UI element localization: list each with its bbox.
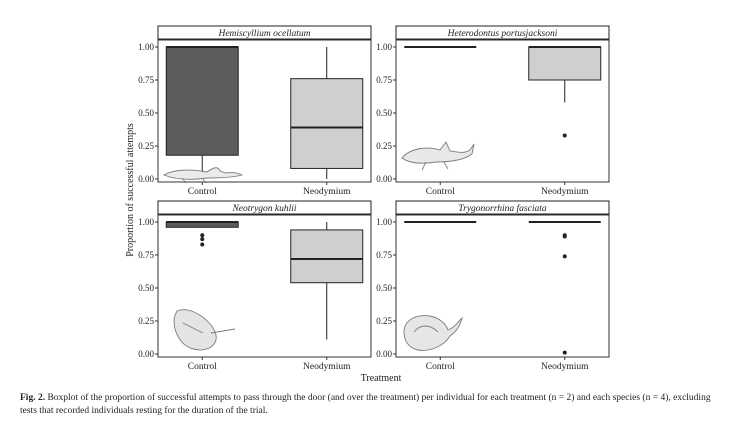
x-tick-label: Control [426, 187, 455, 197]
panel-title-strip [395, 25, 610, 40]
y-tick-label: 0.25 [138, 141, 154, 151]
y-axis-label: Proportion of successful attempts [125, 123, 136, 257]
box [290, 229, 364, 284]
outlier-point [562, 133, 567, 138]
panel-2: Heterodontus portusjacksoni 0.00 0.25 0.50 0… [376, 25, 610, 197]
y-tick-label: 0.25 [138, 316, 154, 326]
panel-title-strip [157, 200, 372, 215]
x-axis-label: Treatment [361, 373, 402, 384]
y-tick-label: 1.00 [376, 217, 392, 227]
outlier-point [562, 254, 567, 259]
y-tick-label: 0.00 [138, 349, 154, 359]
y-tick-label: 0.25 [376, 141, 392, 151]
boxplot-figure: Proportion of successful attempts Treatm… [125, 25, 610, 384]
y-tick-label: 0.75 [376, 250, 392, 260]
panel-3: Neotrygon kuhlii 0.00 0.25 0.50 0.75 1.00 Cont… [138, 200, 372, 372]
y-tick-label: 0.50 [138, 283, 154, 293]
y-tick-label: 0.75 [138, 75, 154, 85]
x-tick-label: Control [188, 187, 217, 197]
y-tick-label: 0.50 [376, 283, 392, 293]
panel-title-strip [395, 200, 610, 215]
panel-1: Hemiscyllium ocellatum 0.00 0.25 0.50 0.75 1.… [138, 25, 372, 197]
y-tick-label: 0.25 [376, 316, 392, 326]
outlier-point [562, 350, 567, 355]
y-tick-label: 0.75 [376, 75, 392, 85]
port-jackson-shark-sketch [401, 141, 475, 171]
panel-title: Hemiscyllium ocellatum [217, 29, 310, 39]
panel-title: Neotrygon kuhlii [231, 204, 296, 214]
figure-caption: Fig. 2. Boxplot of the proportion of suc… [20, 392, 720, 417]
epaulette-shark-sketch [163, 167, 244, 184]
x-tick-label: Neodymium [303, 187, 351, 197]
y-tick-label: 0.00 [138, 174, 154, 184]
panel-title-strip [157, 25, 372, 40]
box [165, 46, 239, 156]
x-tick-label: Control [188, 362, 217, 372]
y-tick-label: 1.00 [376, 42, 392, 52]
outlier-point [200, 233, 205, 238]
panel-title: Trygonorrhina fasciata [458, 203, 546, 214]
y-tick-label: 0.50 [376, 108, 392, 118]
outlier-point [562, 234, 567, 239]
box [290, 78, 364, 169]
stingray-sketch [173, 309, 236, 351]
y-tick-label: 0.75 [138, 250, 154, 260]
y-tick-label: 0.00 [376, 349, 392, 359]
x-tick-label: Control [426, 362, 455, 372]
caption-label: Fig. 2. [20, 393, 46, 403]
y-tick-label: 1.00 [138, 42, 154, 52]
x-tick-label: Neodymium [541, 187, 589, 197]
outlier-point [200, 237, 205, 242]
y-tick-label: 0.50 [138, 108, 154, 118]
fiddler-ray-sketch [403, 315, 463, 351]
x-tick-label: Neodymium [541, 362, 589, 372]
box [528, 46, 602, 81]
y-tick-label: 1.00 [138, 217, 154, 227]
x-tick-label: Neodymium [303, 362, 351, 372]
caption-text: Boxplot of the proportion of successful … [20, 393, 711, 416]
panel-title: Heterodontus portusjacksoni [447, 29, 558, 39]
outlier-point [200, 242, 205, 247]
y-tick-label: 0.00 [376, 174, 392, 184]
